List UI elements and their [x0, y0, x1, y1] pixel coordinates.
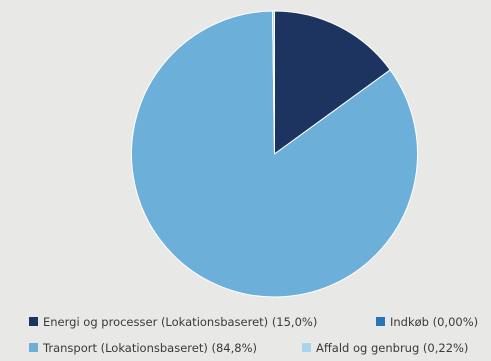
legend-item-3: Affald og genbrug (0,22%) — [302, 341, 468, 355]
legend-item-0: Energi og processer (Lokationsbaseret) (… — [29, 315, 317, 329]
legend-item-1: Indkøb (0,00%) — [376, 315, 478, 329]
legend-swatch-3 — [302, 343, 311, 352]
legend-swatch-0 — [29, 317, 38, 326]
legend-label-3: Affald og genbrug (0,22%) — [316, 341, 468, 355]
legend-swatch-1 — [376, 317, 385, 326]
pie-slice-3 — [272, 10, 275, 155]
legend-label-0: Energi og processer (Lokationsbaseret) (… — [43, 315, 317, 329]
pie-slices — [131, 10, 418, 298]
chart-legend: Energi og processer (Lokationsbaseret) (… — [29, 315, 478, 355]
legend-swatch-2 — [29, 343, 38, 352]
legend-label-1: Indkøb (0,00%) — [390, 315, 478, 329]
pie-slice-0 — [274, 10, 391, 155]
legend-item-2: Transport (Lokationsbaseret) (84,8%) — [29, 341, 257, 355]
legend-label-2: Transport (Lokationsbaseret) (84,8%) — [42, 341, 257, 355]
